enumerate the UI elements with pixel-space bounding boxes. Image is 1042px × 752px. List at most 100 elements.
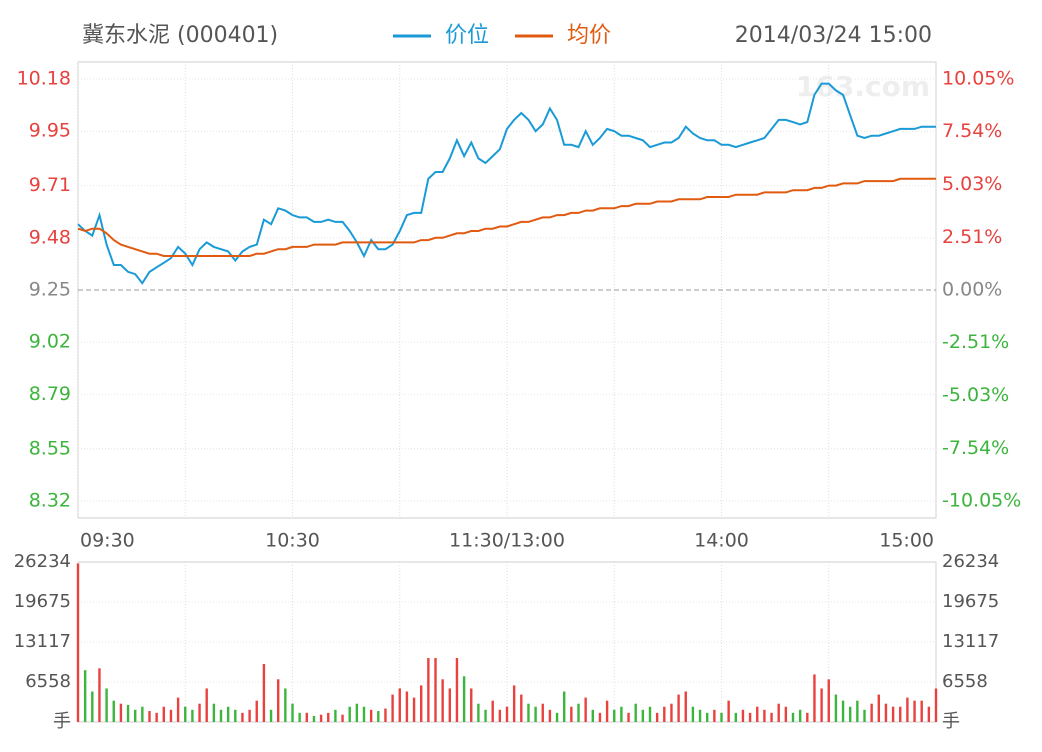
volume-bar [269, 709, 273, 722]
volume-bar [119, 703, 123, 722]
volume-bar [641, 709, 645, 722]
volume-bar [148, 711, 151, 722]
volume-bar [477, 703, 480, 722]
volume-bar [427, 657, 430, 722]
volume-bar [906, 697, 909, 722]
volume-bar [713, 709, 716, 722]
y-tick-label: 9.25 [29, 279, 71, 301]
volume-bar [484, 709, 487, 722]
volume-bar [841, 700, 845, 722]
volume-tick-label: 手 [942, 711, 960, 732]
volume-bar [663, 706, 666, 722]
volume-bar [791, 712, 795, 722]
volume-bar [448, 688, 451, 722]
chart-title: 冀东水泥 (000401) [82, 23, 278, 48]
volume-bar [563, 691, 566, 722]
volume-bar [91, 691, 94, 722]
volume-bar [884, 703, 888, 722]
volume-bar [684, 691, 687, 722]
volume-bar [813, 674, 816, 722]
volume-bar [83, 670, 87, 722]
volume-bar [512, 685, 516, 722]
volume-tick-label: 13117 [14, 631, 71, 652]
volume-bar [405, 691, 409, 722]
volume-bar [191, 709, 194, 722]
volume-bar [348, 706, 351, 722]
x-tick-label: 15:00 [879, 530, 934, 552]
volume-tick-label: 13117 [942, 631, 999, 652]
x-tick-label: 09:30 [80, 530, 135, 552]
volume-bar [462, 676, 466, 722]
volume-bar [369, 709, 373, 722]
volume-bar [899, 706, 902, 722]
volume-bar [312, 715, 316, 722]
y2-tick-label: -2.51% [942, 331, 1009, 353]
volume-bar [155, 712, 158, 722]
volume-bar [112, 700, 115, 722]
y2-tick-label: 5.03% [942, 173, 1002, 195]
volume-bar [620, 706, 623, 722]
volume-bar [305, 712, 308, 722]
volume-bar [598, 712, 602, 722]
x-tick-label: 11:30/13:00 [449, 530, 565, 552]
volume-bar [827, 679, 830, 722]
x-tick-label: 14:00 [694, 530, 749, 552]
volume-bar [434, 657, 437, 722]
volume-tick-label: 26234 [14, 551, 71, 572]
volume-bar [298, 712, 301, 722]
volume-tick-label: 手 [53, 711, 71, 732]
volume-bar [870, 703, 873, 722]
volume-bar [613, 709, 616, 722]
volume-bar [784, 706, 788, 722]
volume-bar [420, 685, 423, 722]
volume-bar [169, 709, 173, 722]
volume-bar [605, 700, 609, 722]
volume-bar [927, 706, 931, 722]
volume-bar [327, 712, 330, 722]
volume-bar [219, 709, 223, 722]
volume-bar [863, 709, 866, 722]
volume-bar [248, 709, 251, 722]
volume-bar [756, 706, 759, 722]
volume-bar [205, 688, 208, 722]
volume-bar [184, 706, 187, 722]
y2-tick-label: -7.54% [942, 437, 1009, 459]
volume-bar [76, 563, 80, 722]
volume-bar [398, 688, 401, 722]
volume-bar [834, 694, 838, 722]
volume-bar [277, 679, 280, 722]
volume-bar [391, 694, 394, 722]
volume-bar [241, 712, 244, 722]
volume-bar [570, 706, 573, 722]
legend-label: 价位 [445, 23, 489, 48]
volume-bar [105, 688, 108, 722]
volume-bar [820, 688, 823, 722]
volume-bar [141, 706, 144, 722]
volume-bar [806, 712, 809, 722]
y2-tick-label: 7.54% [942, 120, 1002, 142]
volume-bar [226, 706, 230, 722]
y-tick-label: 10.18 [17, 68, 71, 90]
y-tick-label: 9.71 [29, 174, 71, 196]
volume-bar [648, 706, 652, 722]
volume-tick-label: 19675 [942, 591, 999, 612]
volume-bar [913, 700, 916, 722]
volume-tick-label: 19675 [14, 591, 71, 612]
volume-bar [920, 700, 923, 722]
volume-bar [534, 706, 537, 722]
volume-bar [691, 706, 695, 722]
volume-bar [741, 709, 745, 722]
volume-bar [706, 712, 709, 722]
volume-bar [441, 679, 444, 722]
volume-bar [319, 714, 323, 722]
y-tick-label: 8.55 [29, 437, 71, 459]
volume-bar [548, 709, 552, 722]
price-line [77, 82, 936, 285]
volume-bar [877, 694, 880, 722]
volume-bar [384, 708, 387, 722]
volume-bar [355, 703, 359, 722]
volume-bar [362, 706, 366, 722]
y-tick-label: 9.95 [29, 120, 71, 142]
volume-bar [212, 703, 216, 722]
